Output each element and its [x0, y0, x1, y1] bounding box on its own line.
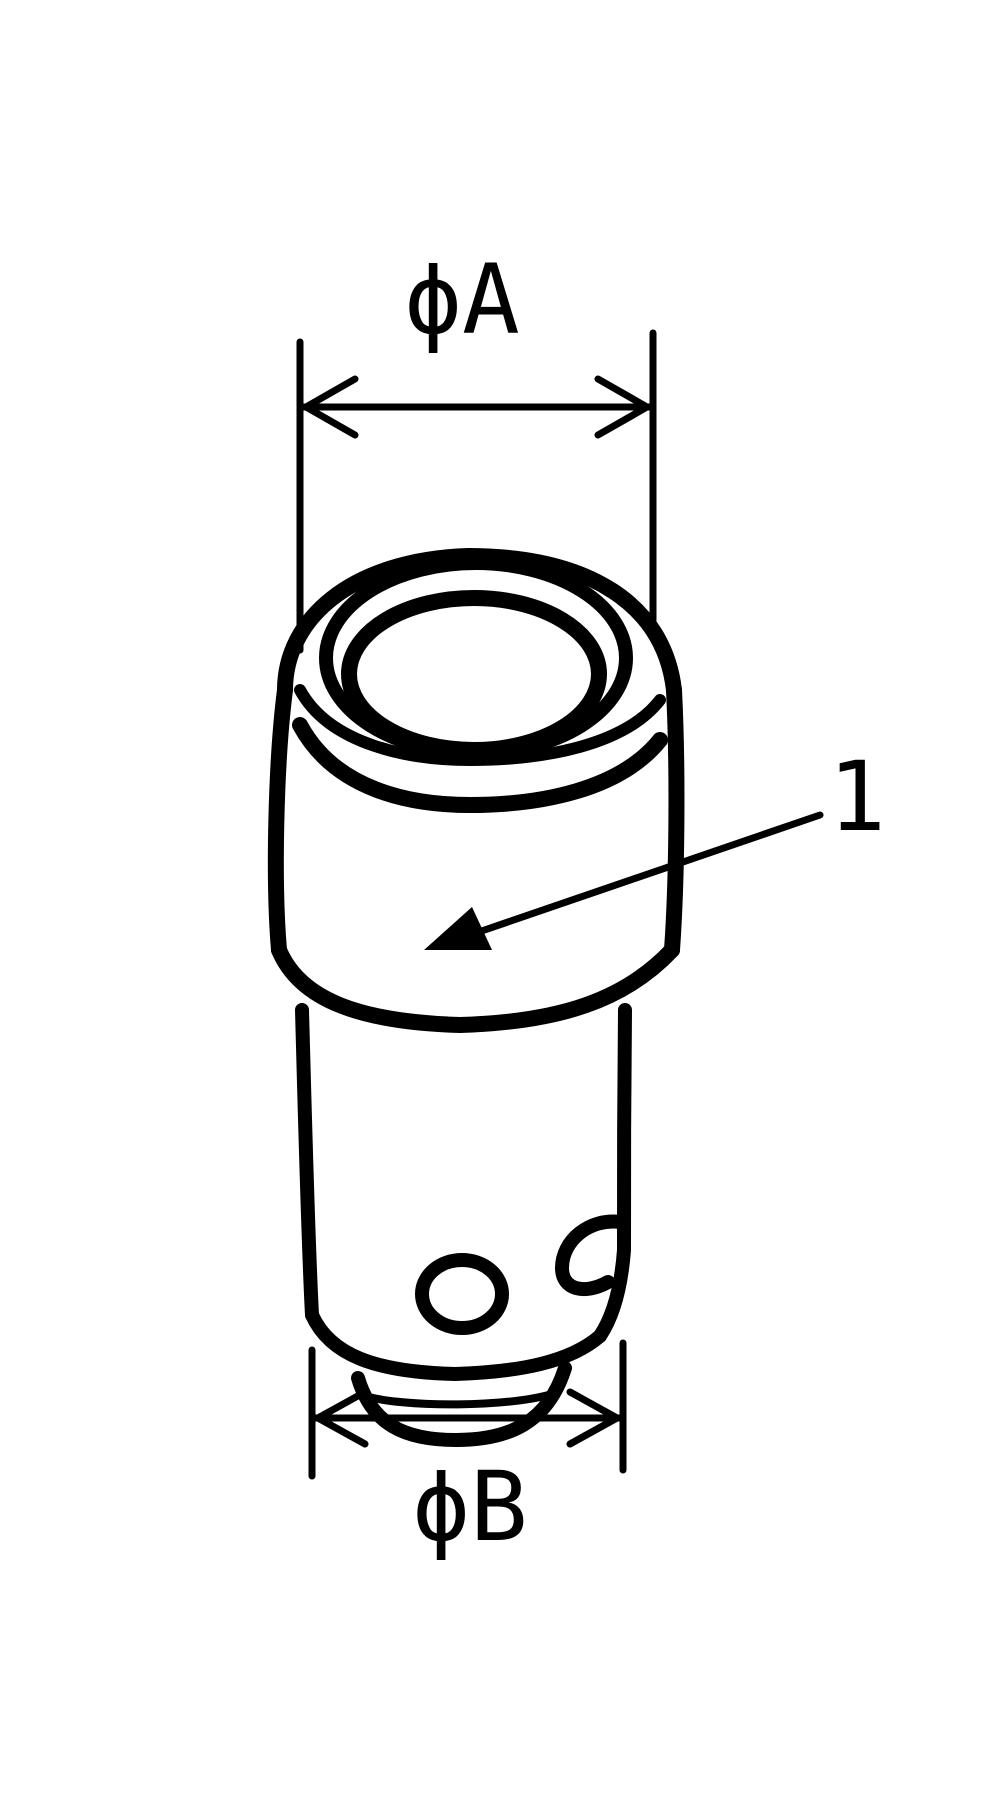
- head-bore-inner: [341, 590, 607, 758]
- dimension-a: ϕA: [296, 244, 657, 654]
- side-hole-front: [415, 1253, 509, 1335]
- shank-bottom-rim: [305, 1308, 607, 1381]
- head-lower-rim: [271, 942, 680, 1033]
- dimension-a-arrowhead-right: [594, 375, 651, 439]
- head-right-edge: [664, 682, 685, 958]
- bottom-tip-rim: [358, 1388, 562, 1409]
- head-left-edge: [267, 682, 293, 958]
- head-top-outer: [277, 548, 682, 698]
- dimension-b-arrowhead-right: [566, 1388, 621, 1448]
- dimension-b-arrowhead-left: [314, 1388, 369, 1448]
- callout-1-label: 1: [828, 741, 886, 853]
- callout-1-leader: [466, 811, 824, 939]
- side-hole-side: [555, 1214, 627, 1297]
- dimension-a-label: ϕA: [404, 244, 520, 356]
- bottom-tip: [351, 1361, 572, 1447]
- callout-1: 1: [424, 741, 886, 950]
- dimension-a-arrowhead-left: [302, 375, 359, 439]
- head-collar-line-inner: [294, 684, 666, 766]
- dimension-b: ϕB: [308, 1339, 627, 1563]
- callout-1-arrowhead: [424, 907, 492, 950]
- head-collar-line: [292, 717, 668, 813]
- shank-left-edge: [295, 1003, 319, 1322]
- cylinder-part: [267, 548, 685, 1447]
- dimension-b-label: ϕB: [412, 1451, 528, 1563]
